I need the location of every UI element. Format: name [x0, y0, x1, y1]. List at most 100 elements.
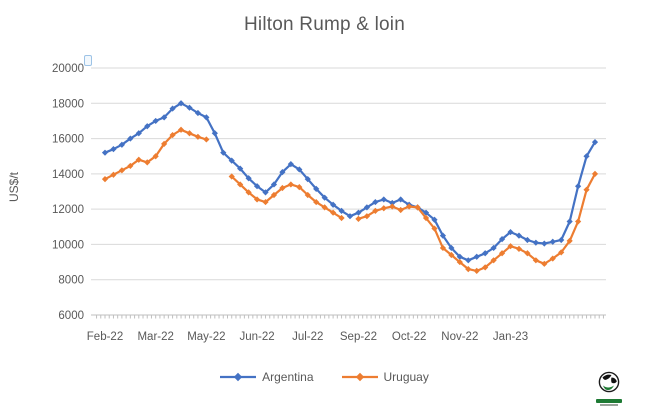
uruguay-marker [389, 203, 396, 210]
uruguay-marker [253, 196, 261, 203]
argentina-marker [532, 239, 539, 246]
uruguay-marker [228, 173, 235, 180]
argentina-marker [253, 183, 261, 190]
argentina-marker [169, 105, 176, 112]
uruguay-marker [414, 204, 421, 211]
uruguay-marker [203, 136, 210, 143]
argentina-marker [515, 232, 523, 239]
argentina-marker [566, 218, 573, 225]
uruguay-marker [152, 153, 159, 160]
uruguay-marker [498, 250, 506, 257]
gridlines [91, 67, 606, 316]
argentina-marker [330, 201, 337, 208]
x-tick-label: May-22 [187, 331, 225, 343]
x-tick-label: Oct-22 [392, 331, 427, 343]
uruguay-marker [490, 257, 497, 264]
y-axis-tick-labels: 20000 18000 16000 14000 12000 10000 8000 6000 [52, 63, 84, 322]
argentina-marker [524, 236, 531, 244]
uruguay-marker [110, 171, 117, 178]
argentina-marker [110, 146, 117, 153]
argentina-line [104, 102, 596, 262]
uruguay-marker [186, 130, 193, 137]
uruguay-marker [541, 260, 548, 267]
argentina-marker [355, 209, 362, 216]
uruguay-marker [549, 255, 556, 262]
y-tick-label: 16000 [52, 134, 84, 146]
y-tick-label: 14000 [52, 169, 84, 181]
uruguay-line [104, 128, 596, 272]
argentina-marker [380, 196, 387, 203]
uruguay-marker [330, 209, 337, 216]
argentina-marker [101, 149, 109, 156]
argentina-marker [575, 183, 582, 190]
uruguay-marker [372, 207, 379, 215]
argentina-marker [135, 130, 142, 137]
uruguay-marker [169, 131, 176, 139]
argentina-marker [541, 240, 548, 247]
y-tick-label: 6000 [58, 310, 84, 322]
argentina-marker [203, 114, 210, 121]
uruguay-marker [380, 205, 387, 212]
uruguay-marker [245, 189, 252, 196]
x-tick-label: Jun-22 [239, 331, 274, 343]
argentina-marker [279, 168, 286, 176]
argentina-marker [473, 253, 480, 260]
uruguay-line-marker-icon [341, 372, 378, 382]
uruguay-marker [321, 204, 328, 211]
legend-item-uruguay[interactable]: Uruguay [341, 370, 429, 384]
uruguay-marker [262, 198, 269, 206]
argentina-marker [431, 216, 438, 223]
uruguay-marker [473, 267, 480, 274]
uruguay-marker [355, 215, 362, 222]
uruguay-marker [237, 181, 244, 188]
uruguay-marker [338, 214, 345, 222]
argentina-marker [583, 153, 590, 160]
x-tick-label: Nov-22 [441, 331, 478, 343]
uruguay-marker [406, 203, 413, 210]
argentina-marker [456, 253, 463, 260]
argentina-marker [389, 199, 396, 207]
y-tick-label: 8000 [58, 275, 84, 287]
x-tick-label: Jan-23 [493, 331, 528, 343]
legend-item-argentina[interactable]: Argentina [220, 370, 314, 384]
argentina-marker [372, 198, 379, 206]
argentina-marker [549, 238, 556, 245]
x-axis-ticks [96, 315, 604, 319]
selection-handle-artifact [84, 55, 92, 66]
y-tick-label: 18000 [52, 98, 84, 110]
uruguay-marker [507, 243, 514, 250]
globe-logo [594, 371, 624, 406]
argentina-marker [127, 135, 134, 142]
argentina-marker [321, 194, 328, 201]
uruguay-marker [465, 266, 472, 273]
uruguay-marker [135, 156, 142, 163]
uruguay-marker [194, 133, 202, 140]
uruguay-marker [177, 126, 185, 133]
argentina-marker [186, 104, 193, 111]
argentina-marker [270, 181, 278, 188]
argentina-marker [397, 196, 404, 203]
uruguay-marker [515, 245, 523, 252]
argentina-marker [422, 209, 430, 216]
uruguay-marker [304, 191, 311, 199]
argentina-marker [346, 213, 354, 220]
uruguay-marker [439, 244, 447, 252]
chart-legend: Argentina Uruguay [0, 370, 649, 384]
argentina-line-marker-icon [220, 372, 257, 382]
argentina-marker [482, 250, 489, 257]
uruguay-marker [363, 213, 370, 220]
y-tick-label: 12000 [52, 204, 84, 216]
uruguay-marker [118, 167, 125, 174]
argentina-marker [245, 175, 252, 182]
uruguay-marker [161, 140, 168, 147]
argentina-marker [152, 117, 159, 125]
argentina-marker [237, 165, 244, 172]
uruguay-marker [591, 170, 599, 177]
uruguay-marker [558, 249, 565, 256]
uruguay-marker [101, 176, 109, 183]
argentina-marker [161, 114, 168, 121]
x-tick-label: Jul-22 [292, 331, 323, 343]
uruguay-marker [313, 198, 320, 206]
globe-icon [598, 371, 620, 393]
